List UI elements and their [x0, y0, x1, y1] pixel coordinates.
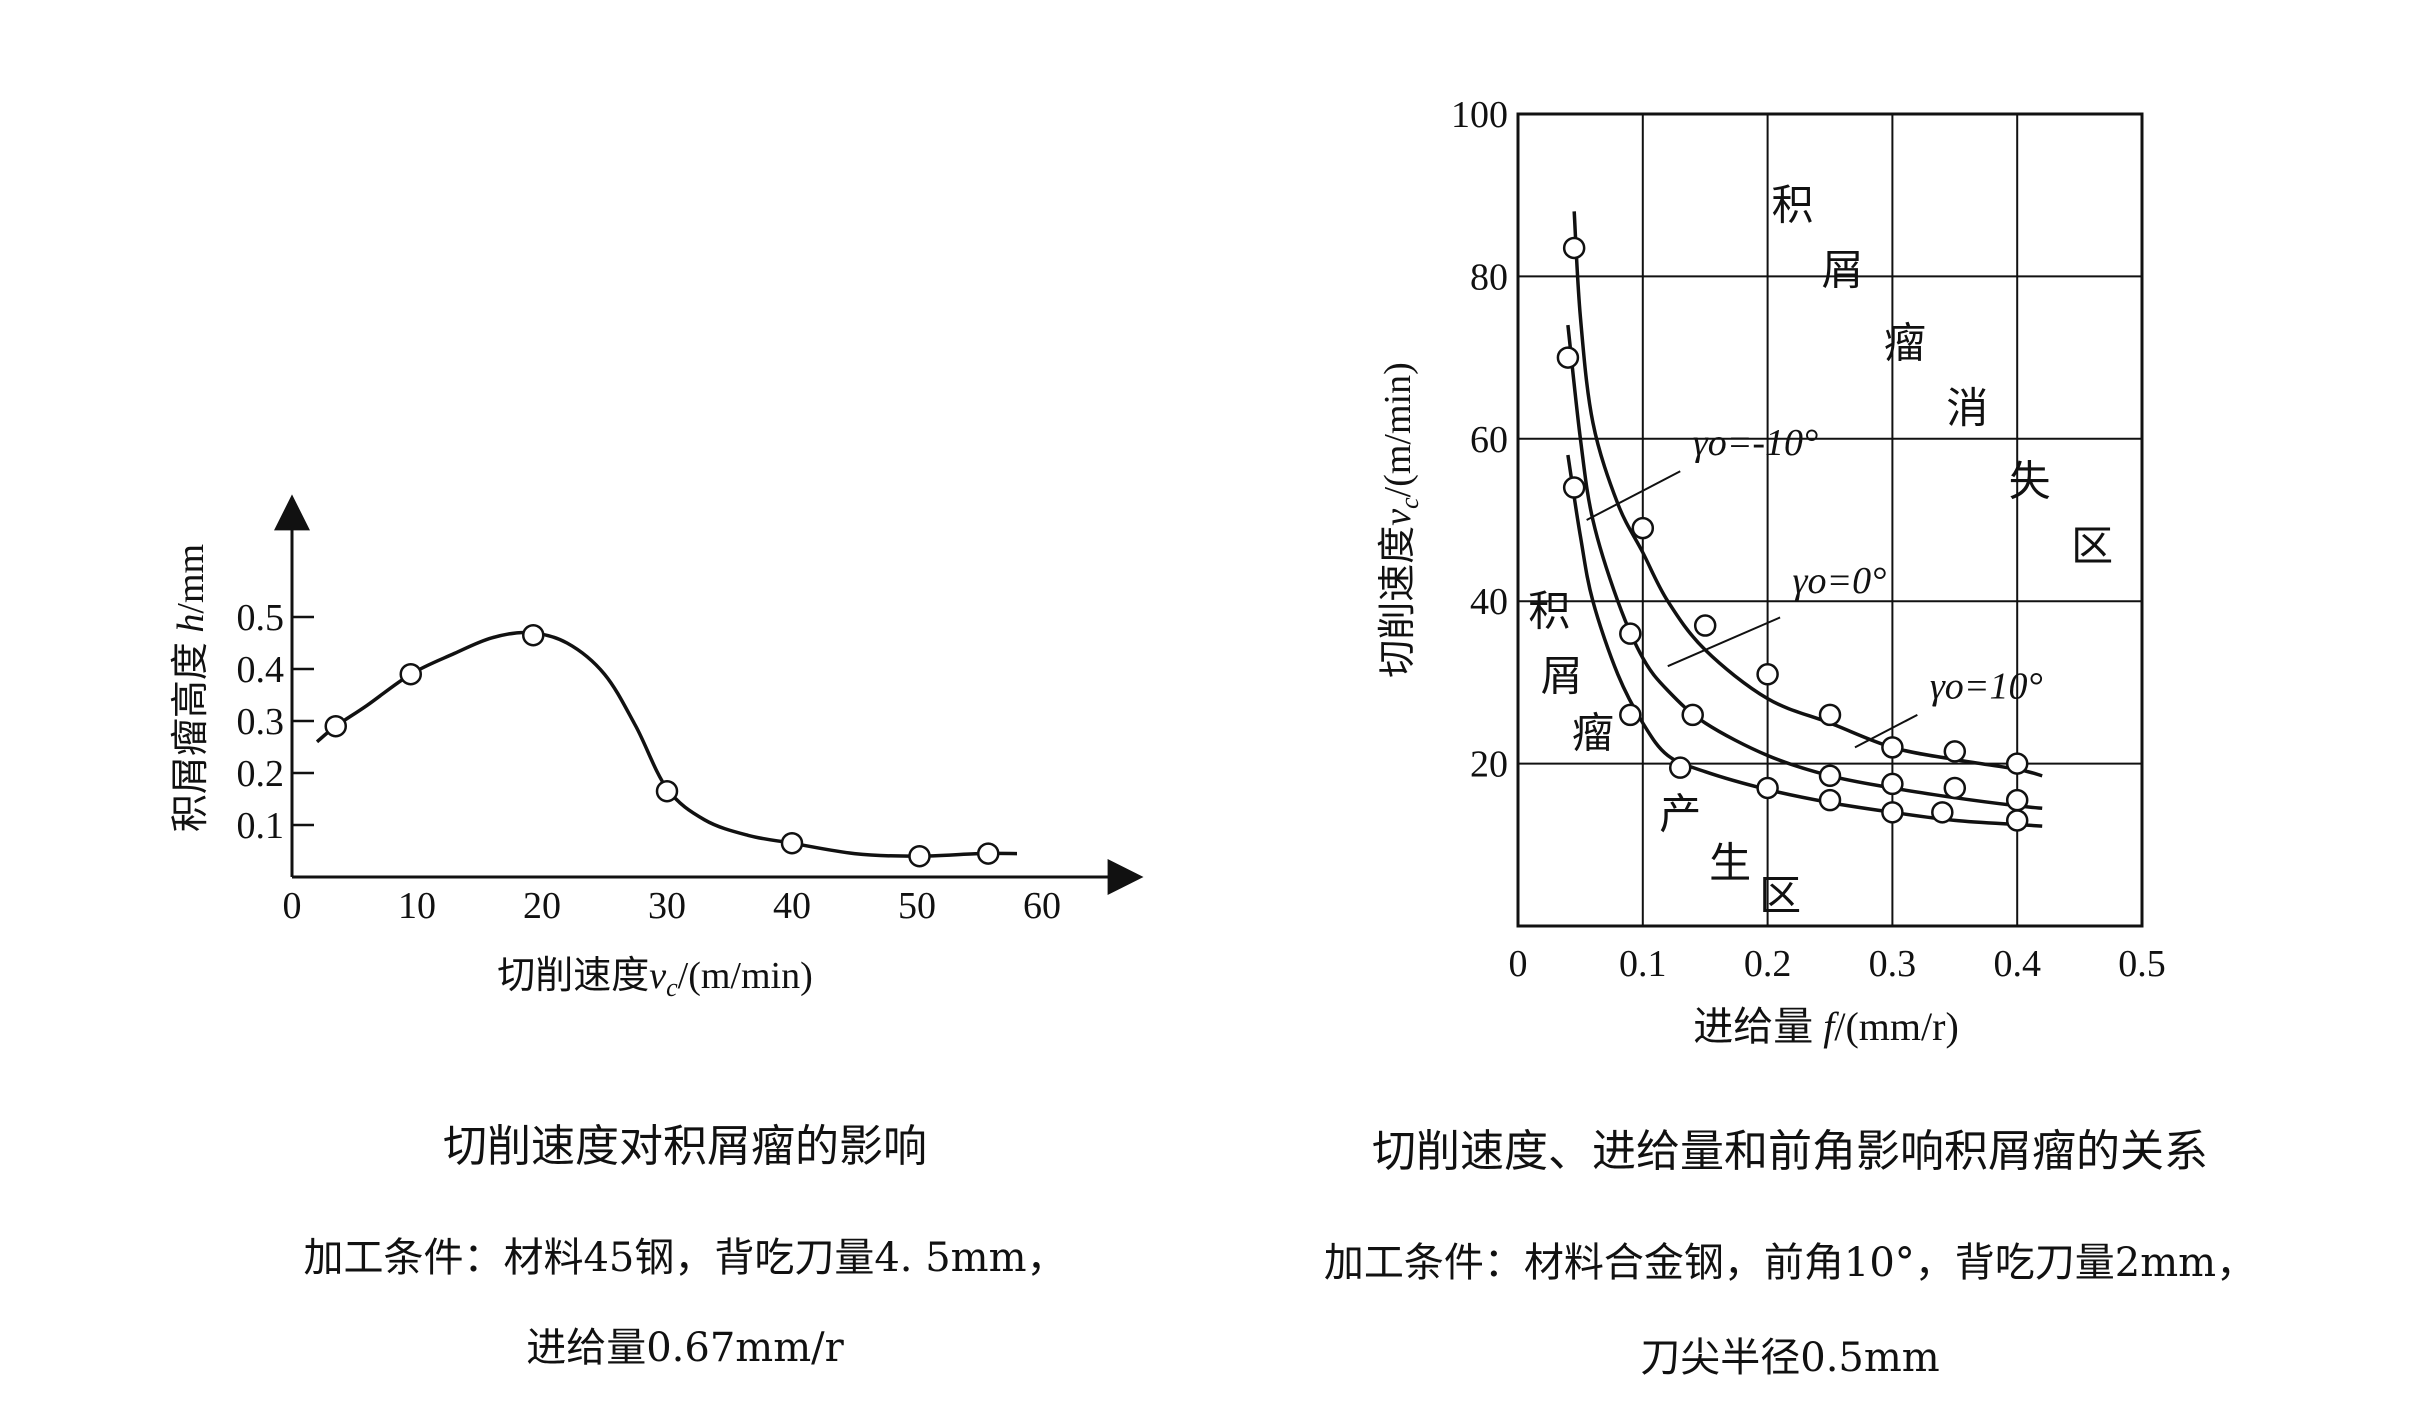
y-axis-label: 积屑瘤高度 h/mm [170, 544, 212, 832]
region-label: 生 [1709, 841, 1751, 887]
data-point [1881, 772, 1904, 796]
y-tick-label: 0.1 [237, 805, 285, 847]
region-label: 消 [1946, 387, 1988, 433]
series-curve [315, 630, 1018, 858]
region-label: 积 [1772, 184, 1814, 230]
series-label: γo=-10° [1693, 422, 1818, 464]
data-point [2005, 752, 2029, 775]
x-tick-label: 10 [398, 885, 436, 927]
y-tick-label: 60 [1470, 419, 1508, 461]
data-point [2005, 788, 2029, 812]
y-tick-label: 100 [1451, 94, 1508, 136]
region-label: 失 [2009, 460, 2051, 506]
data-point [1556, 346, 1580, 369]
series-curve-3 [1566, 454, 2043, 828]
x-tick-label: 60 [1023, 885, 1061, 927]
x-axis-label: 切削速度vc/(m/min) [497, 955, 813, 1002]
data-point [1693, 614, 1717, 637]
data-point [1931, 801, 1954, 824]
data-point [1619, 703, 1642, 727]
region-label: 瘤 [1884, 322, 1926, 368]
data-point [1881, 801, 1904, 824]
x-tick-label: 0.1 [1619, 943, 1667, 985]
data-point [1681, 703, 1704, 727]
plot-frame [1516, 112, 2144, 928]
y-tick-label: 80 [1470, 256, 1508, 298]
data-point [1631, 516, 1655, 540]
data-point [399, 662, 422, 686]
data-point [522, 623, 545, 647]
y-tick-label: 0.4 [237, 649, 285, 691]
data-point [1668, 756, 1692, 779]
region-label: 区 [1759, 874, 1801, 920]
y-tick-label: 0.3 [237, 701, 285, 743]
caption-conditions-left-line2: 进给量0.67mm/r [526, 1325, 844, 1371]
data-point [324, 714, 347, 738]
data-point [655, 779, 679, 803]
caption-conditions-right-line1: 加工条件：材料合金钢，前角10°，背吃刀量2mm， [1323, 1240, 2257, 1286]
caption-title-right: 切削速度、进给量和前角影响积屑瘤的关系 [1372, 1126, 2208, 1177]
series-label-leader [1586, 470, 1681, 521]
data-point [2005, 809, 2029, 832]
series-label: γo=10° [1930, 666, 2043, 708]
data-point [1562, 476, 1586, 499]
region-label: 屑 [1541, 655, 1583, 701]
data-point [1562, 236, 1586, 260]
x-tick-label: 0.4 [1993, 943, 2041, 985]
x-tick-label: 40 [773, 885, 811, 927]
data-point [1943, 776, 1967, 800]
data-point [1943, 740, 1967, 763]
data-point [1818, 788, 1842, 812]
data-point [1756, 663, 1779, 686]
region-label: 产 [1659, 793, 1701, 839]
region-label: 积 [1528, 590, 1570, 636]
series-label: γo=0° [1793, 560, 1887, 602]
data-point [1881, 736, 1904, 759]
x-tick-label: 20 [523, 885, 561, 927]
x-tick-label: 0.2 [1744, 943, 1792, 985]
x-tick-label: 30 [648, 885, 686, 927]
chart-speed-feed-rake-bue-relation: 0 0.1 0.2 0.3 0.4 0.5 20 40 60 80 100 进给量 f/(mm/r) 切… [1377, 94, 2166, 1049]
data-point [977, 842, 1000, 865]
data-point [908, 844, 931, 868]
data-point [1818, 703, 1842, 727]
data-point [780, 831, 804, 855]
x-tick-label: 0.3 [1869, 943, 1917, 985]
data-point [1818, 764, 1842, 788]
region-label: 屑 [1821, 249, 1863, 295]
series-label-leader [1854, 713, 1918, 749]
caption-title-left: 切削速度对积屑瘤的影响 [443, 1121, 927, 1172]
x-axis-label: 进给量 f/(mm/r) [1693, 1004, 1959, 1049]
data-point [1756, 776, 1779, 800]
data-point [1619, 622, 1642, 645]
y-tick-label: 0.2 [237, 753, 285, 795]
region-label: 区 [2071, 525, 2113, 571]
series-label-leader [1667, 616, 1781, 668]
x-tick-label: 0 [283, 885, 302, 927]
x-tick-label: 0 [1509, 943, 1528, 985]
y-tick-label: 0.5 [237, 597, 285, 639]
caption-conditions-left-line1: 加工条件：材料45钢，背吃刀量4. 5mm， [303, 1235, 1067, 1281]
x-tick-label: 0.5 [2118, 943, 2166, 985]
y-tick-label: 40 [1470, 581, 1508, 623]
caption-conditions-right-line2: 刀尖半径0.5mm [1640, 1335, 1940, 1381]
region-label: 瘤 [1572, 711, 1614, 757]
y-axis-label: 切削速度vc/(m/min) [1377, 362, 1424, 678]
chart-cutting-speed-vs-bue-height: 0 10 20 30 40 50 60 0.1 0.2 0.3 0.4 0.5 切削速度vc/(m/mi… [170, 494, 1144, 1002]
y-tick-label: 20 [1470, 744, 1508, 786]
x-tick-label: 50 [898, 885, 936, 927]
